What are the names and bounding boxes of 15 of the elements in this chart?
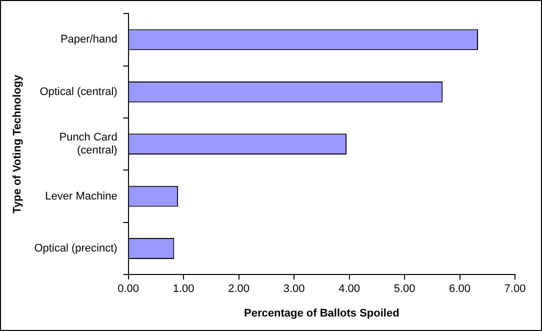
x-tick-label: 1.00 [172, 283, 194, 296]
y-tick-label: Optical (central) [40, 86, 118, 98]
x-tick-label: 3.00 [283, 283, 305, 296]
x-tick-label: 6.00 [449, 283, 470, 296]
x-tick-label: 7.00 [504, 283, 526, 296]
y-tick-label: Lever Machine [45, 190, 118, 202]
y-axis-title: Type of Voting Technology [12, 74, 24, 214]
x-tick-label: 2.00 [228, 283, 250, 296]
x-axis-title: Percentage of Ballots Spoiled [244, 307, 400, 320]
y-tick-label: Optical (precinct) [34, 242, 118, 255]
x-tick-label: 4.00 [338, 283, 360, 296]
x-tick-label: 5.00 [394, 283, 416, 296]
x-tick-label: 0.00 [118, 283, 140, 296]
y-tick-label: Punch Card (central) [59, 132, 118, 157]
y-tick-label: Paper/hand [60, 34, 118, 46]
